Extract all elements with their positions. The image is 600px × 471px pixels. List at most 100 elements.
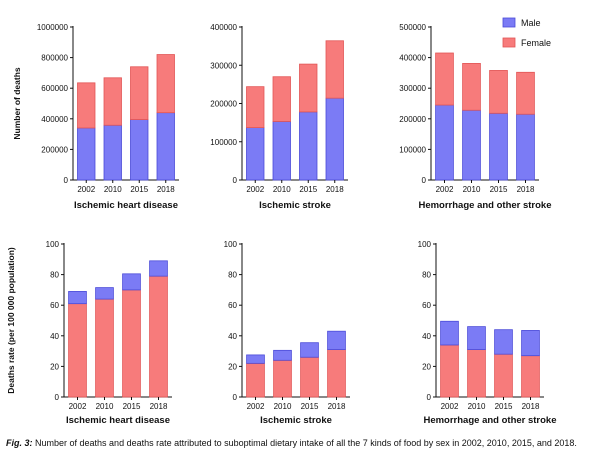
- x-tick-label: 2010: [274, 402, 292, 411]
- x-tick-label: 2002: [69, 402, 87, 411]
- y-tick-label: 0: [233, 176, 238, 185]
- y-tick-label: 600000: [41, 84, 68, 93]
- bar-male-2015: [122, 273, 141, 291]
- chart-panel-6: 0 20 40 60 80 100 2002 2010 2015 2018 Hemorrhage a…: [418, 240, 557, 426]
- x-tick-label: 2002: [247, 402, 265, 411]
- chart-panel-1: 0 200000 400000 600000 800000 1000000 2002 2010…: [12, 23, 179, 211]
- bar-male-2010: [273, 349, 292, 361]
- legend-swatch-female: [502, 37, 516, 48]
- bar-male-2010: [467, 326, 486, 350]
- y-tick-label: 0: [64, 176, 69, 185]
- bar-male-2015: [300, 342, 319, 358]
- y-tick-label: 0: [55, 393, 60, 402]
- y-tick-label: 100: [418, 240, 432, 249]
- chart-title: Ischemic heart disease: [74, 200, 178, 211]
- bar-male-2015: [489, 112, 508, 181]
- chart-panel-5: 0 20 40 60 80 100 2002 2010 2015 2018 Ischemic str…: [224, 240, 350, 426]
- x-tick-label: 2015: [299, 185, 317, 194]
- bar-female-2002: [68, 303, 87, 398]
- x-tick-label: 2010: [463, 185, 481, 194]
- bar-male-2002: [246, 127, 265, 181]
- x-tick-label: 2015: [123, 402, 141, 411]
- bar-male-2018: [325, 97, 344, 181]
- bar-female-2010: [95, 298, 114, 398]
- y-tick-label: 40: [228, 332, 237, 341]
- bar-female-2015: [130, 66, 149, 120]
- y-tick-label: 80: [228, 271, 237, 280]
- x-tick-label: 2015: [495, 402, 513, 411]
- y-tick-label: 200000: [41, 145, 68, 154]
- y-tick-label: 100000: [210, 138, 237, 147]
- y-tick-label: 20: [50, 362, 59, 371]
- bar-female-2010: [272, 76, 291, 122]
- bar-female-2002: [246, 86, 265, 128]
- bar-male-2002: [77, 127, 96, 181]
- chart-title: Hemorrhage and other stroke: [418, 200, 551, 211]
- y-tick-label: 200000: [210, 100, 237, 109]
- bar-male-2018: [327, 330, 346, 350]
- y-tick-label: 80: [50, 271, 59, 280]
- y-tick-label: 300000: [210, 61, 237, 70]
- legend-label-male: Male: [521, 18, 541, 28]
- x-tick-label: 2002: [441, 402, 459, 411]
- y-tick-label: 800000: [41, 54, 68, 63]
- x-tick-label: 2018: [328, 402, 346, 411]
- x-tick-label: 2015: [130, 185, 148, 194]
- bar-female-2015: [299, 63, 318, 113]
- y-tick-label: 500000: [399, 23, 426, 32]
- bar-female-2018: [156, 54, 175, 114]
- y-tick-label: 100: [46, 240, 60, 249]
- bar-female-2010: [467, 349, 486, 398]
- bar-female-2015: [494, 353, 513, 398]
- y-tick-label: 400000: [41, 115, 68, 124]
- x-tick-label: 2018: [326, 185, 344, 194]
- bar-male-2010: [462, 109, 481, 181]
- chart-panel-4: 0 20 40 60 80 100 2002 2010 2015 2018 Ischemic hea…: [6, 240, 172, 426]
- figure-caption: Fig. 3: Number of deaths and deaths rate…: [6, 437, 594, 449]
- x-tick-label: 2010: [104, 185, 122, 194]
- x-tick-label: 2018: [157, 185, 175, 194]
- bar-female-2018: [516, 71, 535, 115]
- bar-female-2015: [489, 70, 508, 114]
- bar-female-2015: [300, 356, 319, 398]
- y-tick-label: 60: [50, 301, 59, 310]
- y-tick-label: 60: [422, 301, 431, 310]
- y-tick-label: 20: [228, 362, 237, 371]
- bar-male-2002: [440, 320, 459, 346]
- bar-male-2015: [494, 329, 513, 355]
- y-tick-label: 400000: [399, 54, 426, 63]
- x-tick-label: 2018: [517, 185, 535, 194]
- bar-female-2010: [273, 359, 292, 398]
- bar-female-2018: [521, 355, 540, 398]
- x-tick-label: 2015: [490, 185, 508, 194]
- y-tick-label: 300000: [399, 84, 426, 93]
- x-tick-label: 2018: [522, 402, 540, 411]
- bar-female-2018: [149, 275, 168, 398]
- x-tick-label: 2002: [77, 185, 95, 194]
- y-tick-label: 100: [224, 240, 238, 249]
- y-tick-label: 0: [422, 176, 427, 185]
- legend: Male Female: [502, 17, 551, 48]
- y-tick-label: 1000000: [37, 23, 69, 32]
- bar-female-2002: [435, 52, 454, 106]
- caption-label: Fig. 3:: [6, 438, 33, 448]
- bar-female-2018: [325, 40, 344, 99]
- x-tick-label: 2010: [273, 185, 291, 194]
- bar-female-2015: [122, 289, 141, 398]
- bar-male-2010: [272, 121, 291, 181]
- y-tick-label: 80: [422, 271, 431, 280]
- bar-male-2018: [516, 113, 535, 181]
- chart-title: Ischemic heart disease: [66, 415, 170, 426]
- y-tick-label: 200000: [399, 115, 426, 124]
- bar-male-2002: [435, 104, 454, 181]
- x-tick-label: 2002: [436, 185, 454, 194]
- bar-female-2018: [327, 349, 346, 398]
- bar-male-2018: [149, 260, 168, 277]
- x-tick-label: 2002: [246, 185, 264, 194]
- bar-female-2002: [440, 344, 459, 398]
- bar-female-2002: [246, 362, 265, 398]
- y-axis-label: Deaths rate (per 100 000 population): [6, 247, 16, 394]
- bar-female-2010: [103, 77, 122, 126]
- x-tick-label: 2010: [468, 402, 486, 411]
- bar-female-2010: [462, 63, 481, 111]
